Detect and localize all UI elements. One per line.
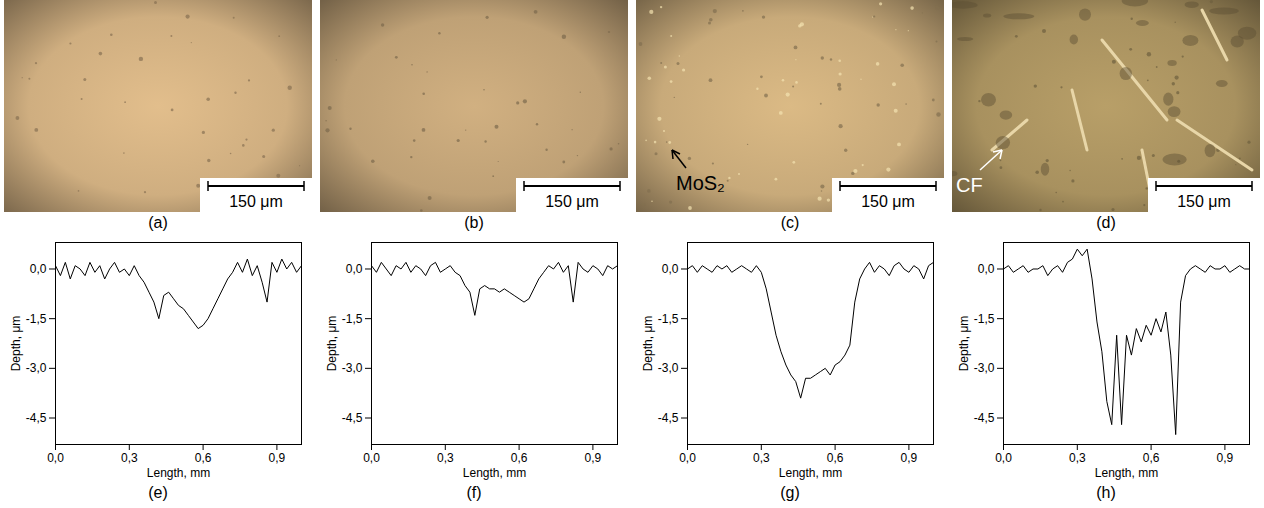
svg-text:0,9: 0,9 [269,451,286,465]
svg-text:-4,5: -4,5 [974,411,995,425]
svg-text:150 μm: 150 μm [861,193,915,210]
svg-text:-3,0: -3,0 [342,361,363,375]
svg-text:Length, mm: Length, mm [779,466,842,480]
svg-text:Depth, μm: Depth, μm [957,316,971,372]
html-text:(h): (h) [1096,484,1116,501]
svg-text:-4,5: -4,5 [26,411,47,425]
svg-text:-4,5: -4,5 [342,411,363,425]
svg-text:0,0: 0,0 [30,262,47,276]
svg-text:Depth, μm: Depth, μm [325,316,339,372]
svg-text:MoS₂: MoS₂ [676,172,725,194]
svg-text:0,9: 0,9 [901,451,918,465]
html-text:(f): (f) [466,484,482,501]
svg-text:Length, mm: Length, mm [147,466,210,480]
svg-text:0,3: 0,3 [437,451,454,465]
html-text:(a): (a) [148,214,168,231]
svg-text:0,0: 0,0 [978,262,995,276]
html-text:(d): (d) [1096,214,1116,231]
html-text:(e): (e) [148,484,168,501]
svg-text:Depth, μm: Depth, μm [9,316,23,372]
svg-text:-4,5: -4,5 [658,411,679,425]
svg-text:0,0: 0,0 [679,451,696,465]
svg-text:0,6: 0,6 [827,451,844,465]
svg-text:150 μm: 150 μm [229,193,283,210]
svg-text:0,9: 0,9 [1217,451,1234,465]
svg-text:0,3: 0,3 [753,451,770,465]
svg-text:Length, mm: Length, mm [463,466,526,480]
svg-text:-3,0: -3,0 [26,361,47,375]
svg-text:0,0: 0,0 [346,262,363,276]
svg-text:-3,0: -3,0 [974,361,995,375]
svg-text:-3,0: -3,0 [658,361,679,375]
svg-text:0,6: 0,6 [195,451,212,465]
html-text:(g): (g) [780,484,800,501]
svg-text:-1,5: -1,5 [26,312,47,326]
svg-text:0,9: 0,9 [585,451,602,465]
svg-text:0,0: 0,0 [363,451,380,465]
svg-text:150 μm: 150 μm [545,193,599,210]
svg-text:0,6: 0,6 [511,451,528,465]
svg-text:0,3: 0,3 [1069,451,1086,465]
html-text:(b): (b) [464,214,484,231]
svg-text:CF: CF [956,174,983,196]
svg-text:0,3: 0,3 [121,451,138,465]
html-text:(c): (c) [780,214,800,231]
svg-text:-1,5: -1,5 [658,312,679,326]
svg-text:-1,5: -1,5 [342,312,363,326]
svg-text:0,0: 0,0 [995,451,1012,465]
svg-text:0,6: 0,6 [1143,451,1160,465]
svg-text:150 μm: 150 μm [1177,193,1231,210]
svg-text:-1,5: -1,5 [974,312,995,326]
svg-text:Depth, μm: Depth, μm [641,316,655,372]
svg-text:Length, mm: Length, mm [1095,466,1158,480]
svg-text:0,0: 0,0 [47,451,64,465]
svg-text:0,0: 0,0 [662,262,679,276]
